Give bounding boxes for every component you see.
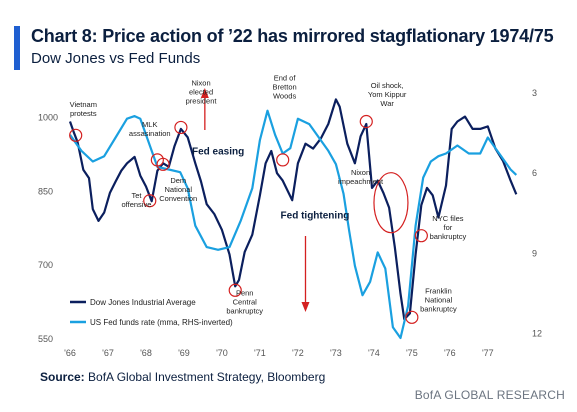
y-right-tick-label: 12: [532, 329, 542, 339]
y-right-tick-label: 9: [532, 248, 537, 258]
event-marker-circle: [359, 114, 373, 129]
x-tick-label: '75: [406, 348, 418, 358]
event-label: Oil shock, Yom Kippur War: [368, 81, 407, 108]
event-marker-circle: [143, 194, 157, 208]
event-marker-circle: [276, 153, 290, 167]
fed-funds-line: [69, 109, 518, 340]
x-tick-label: '77: [482, 348, 494, 358]
event-marker-circle: [156, 157, 170, 171]
legend-label-fed: US Fed funds rate (mma, RHS-inverted): [90, 318, 233, 327]
event-label: Nixon elected president: [186, 78, 218, 105]
event-label: End of Bretton Woods: [273, 74, 297, 101]
event-marker-circle: [228, 283, 242, 297]
brand-label: BofA GLOBAL RESEARCH: [414, 388, 565, 402]
x-tick-label: '73: [330, 348, 342, 358]
event-marker-circle: [414, 229, 428, 243]
event-marker-circle: [373, 172, 409, 234]
y-left-tick-label: 1000: [38, 113, 58, 123]
event-label: Tet offensive: [122, 191, 152, 209]
y-left-tick-label: 700: [38, 260, 53, 270]
fed-tightening-label: Fed tightening: [281, 210, 350, 221]
x-tick-label: '68: [140, 348, 152, 358]
fed-easing-label: Fed easing: [192, 146, 244, 157]
event-label: Nixon impeachment: [338, 168, 384, 186]
event-label: Dem National Convention: [159, 176, 197, 203]
event-label: NYC files for bankruptcy: [430, 214, 467, 241]
y-left-tick-label: 550: [38, 334, 53, 344]
source-label: Source:: [40, 370, 85, 384]
x-tick-label: '69: [178, 348, 190, 358]
y-right-tick-label: 6: [532, 168, 537, 178]
y-right-tick-label: 3: [532, 88, 537, 98]
x-tick-label: '67: [102, 348, 114, 358]
event-label: Vietnam protests: [70, 100, 97, 118]
chart-subtitle: Dow Jones vs Fed Funds: [31, 50, 201, 67]
legend-label-dow: Dow Jones Industrial Average: [90, 298, 196, 307]
y-left-tick-label: 850: [38, 186, 53, 196]
x-tick-label: '72: [292, 348, 304, 358]
x-tick-label: '71: [254, 348, 266, 358]
x-tick-label: '76: [444, 348, 456, 358]
event-label: MLK assasination: [129, 120, 171, 138]
event-marker-circle: [69, 128, 83, 142]
x-tick-label: '66: [64, 348, 76, 358]
x-tick-label: '74: [368, 348, 380, 358]
source-text: BofA Global Investment Strategy, Bloombe…: [88, 370, 326, 384]
event-label: Franklin National bankruptcy: [420, 287, 457, 314]
chart-title: Chart 8: Price action of ’22 has mirrore…: [31, 26, 554, 46]
event-marker-circle: [405, 310, 419, 324]
title-accent-bar: [14, 26, 20, 70]
source-note: Source: BofA Global Investment Strategy,…: [40, 370, 325, 384]
event-label: Penn Central bankruptcy: [226, 289, 263, 316]
x-tick-label: '70: [216, 348, 228, 358]
fed-tightening-arrow-head: [301, 302, 310, 312]
dow-jones-line: [68, 98, 518, 321]
event-marker-circle: [174, 120, 188, 135]
fed-easing-arrow-head: [200, 88, 209, 98]
